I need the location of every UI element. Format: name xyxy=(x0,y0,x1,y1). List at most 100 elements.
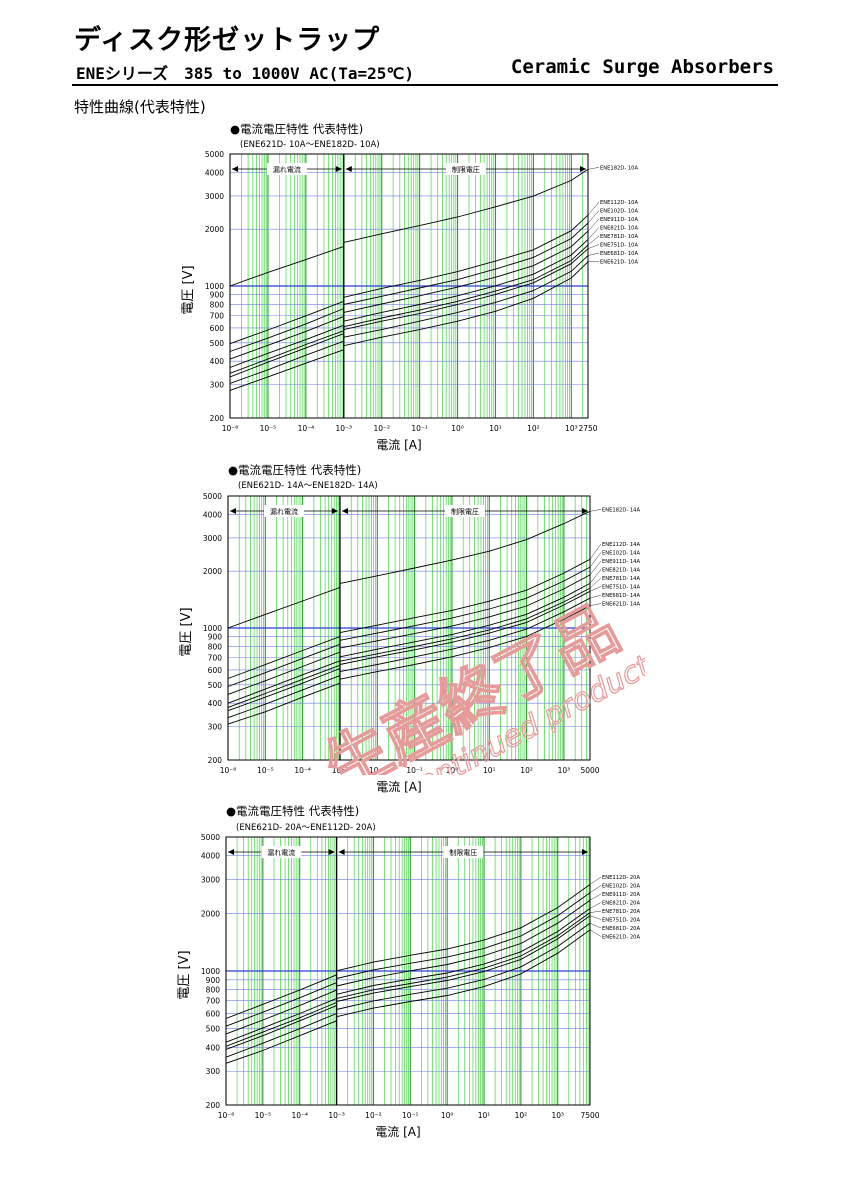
x-tick-label: 10⁰ xyxy=(451,424,464,433)
x-tick-label: 10² xyxy=(527,424,540,433)
y-tick-label: 800 xyxy=(208,642,223,651)
series-line xyxy=(225,1005,337,1050)
series-line xyxy=(225,1013,337,1058)
x-tick-label: 10⁻⁶ xyxy=(220,766,237,775)
y-tick-label: 3000 xyxy=(201,876,220,885)
y-tick-label: 400 xyxy=(206,1043,221,1052)
x-tick-label: 10⁻⁶ xyxy=(222,424,239,433)
x-tick-label: 10⁰ xyxy=(446,766,459,775)
region-label-leak-current: 漏れ電流 xyxy=(270,507,298,516)
y-tick-label: 2000 xyxy=(205,225,224,234)
series-line xyxy=(225,989,337,1035)
plot-frame xyxy=(225,836,591,1106)
x-tick-label: 5000 xyxy=(580,766,599,775)
y-tick-label: 700 xyxy=(206,997,221,1006)
series-line xyxy=(339,597,591,673)
y-tick-label: 300 xyxy=(206,1067,221,1076)
series-line xyxy=(339,583,591,658)
series-label-right: ENE751D- 14A xyxy=(602,585,640,591)
y-tick-label: 400 xyxy=(210,357,225,366)
series-line xyxy=(339,574,591,649)
y-tick-label: 800 xyxy=(210,300,225,309)
y-axis-label: 電圧 [V] xyxy=(177,950,192,999)
y-tick-label: 5000 xyxy=(205,150,224,159)
x-tick-label: 10⁻⁴ xyxy=(291,1111,308,1120)
x-tick-label: 10¹ xyxy=(489,424,502,433)
series-leader xyxy=(589,594,602,599)
x-tick-label: 10⁰ xyxy=(441,1111,454,1120)
series-line xyxy=(225,1002,337,1047)
x-tick-label: 7500 xyxy=(580,1111,599,1120)
series-leader xyxy=(587,201,600,216)
y-tick-label: 4000 xyxy=(201,852,220,861)
series-label-right: ENE911D- 10A xyxy=(600,217,638,223)
series-line xyxy=(336,912,591,999)
arrow-head xyxy=(230,508,236,514)
series-label-right: ENE102D- 14A xyxy=(602,551,640,557)
chart-subtitle: (ENE621D- 20A～ENE112D- 20A) xyxy=(236,823,376,833)
region-label-bg xyxy=(444,505,485,517)
x-tick-label: 10² xyxy=(520,766,533,775)
series-leader xyxy=(589,603,602,606)
arrow-head xyxy=(228,849,234,855)
series-line xyxy=(343,168,589,243)
x-tick-label: 10¹ xyxy=(483,766,496,775)
arrow-head xyxy=(338,849,345,855)
series-line xyxy=(229,333,344,378)
y-tick-label: 4000 xyxy=(203,510,222,519)
y-tick-label: 1000 xyxy=(201,967,220,976)
series-label-right: ENE751D- 10A xyxy=(600,243,638,249)
y-tick-label: 900 xyxy=(206,976,221,985)
series-line xyxy=(343,261,589,347)
series-label-right: ENE911D- 20A xyxy=(602,892,640,898)
series-leader xyxy=(589,915,602,920)
header-divider xyxy=(72,84,778,86)
watermark-en-text: Discontinued product. xyxy=(356,644,645,775)
chart-subtitle: (ENE621D- 10A～ENE182D- 10A) xyxy=(240,140,380,150)
series-leader xyxy=(587,252,600,256)
series-leader xyxy=(587,227,600,240)
region-label-clamp-voltage: 制限電圧 xyxy=(449,848,477,857)
arrow-head xyxy=(582,508,588,514)
x-tick-label: 10¹ xyxy=(478,1111,491,1120)
y-tick-label: 3000 xyxy=(205,192,224,201)
series-leader xyxy=(589,929,602,937)
chart-title: ●電流電圧特性 代表特性) xyxy=(226,804,359,818)
region-label-clamp-voltage: 制限電圧 xyxy=(451,507,479,516)
series-line xyxy=(229,324,344,368)
series-leader xyxy=(589,923,602,929)
series-line xyxy=(339,605,591,680)
series-label-right: ENE751D- 20A xyxy=(602,918,640,924)
y-tick-label: 5000 xyxy=(203,492,222,501)
series-line xyxy=(227,675,341,719)
series-line xyxy=(225,982,337,1027)
arrow-head xyxy=(580,166,586,172)
y-tick-label: 700 xyxy=(210,311,225,320)
series-line xyxy=(343,244,589,328)
y-tick-label: 900 xyxy=(210,291,225,300)
plot-frame xyxy=(227,495,591,761)
series-line xyxy=(339,566,591,641)
y-tick-label: 200 xyxy=(208,756,223,765)
series-line xyxy=(336,892,591,979)
series-line xyxy=(343,214,589,298)
y-tick-label: 800 xyxy=(206,986,221,995)
arrow-head xyxy=(328,849,335,855)
series-line xyxy=(339,590,591,665)
series-label-right: ENE681D- 10A xyxy=(600,251,638,257)
chart-subtitle: (ENE621D- 14A～ENE182D- 14A) xyxy=(238,481,378,491)
arrow-head xyxy=(341,508,348,514)
series-label-right: ENE911D- 14A xyxy=(602,559,640,565)
series-line xyxy=(225,997,337,1043)
y-tick-label: 900 xyxy=(208,633,223,642)
x-axis-label: 電流 [A] xyxy=(376,780,421,794)
series-label-right: ENE681D- 20A xyxy=(602,926,640,932)
series-label-right: ENE781D- 14A xyxy=(602,576,640,582)
series-line xyxy=(227,651,341,695)
x-tick-label: 10³ xyxy=(565,424,578,433)
series-line xyxy=(343,255,589,338)
series-leader xyxy=(589,552,602,568)
series-label-right: ENE112D- 14A xyxy=(602,542,640,548)
series-line xyxy=(227,664,341,708)
